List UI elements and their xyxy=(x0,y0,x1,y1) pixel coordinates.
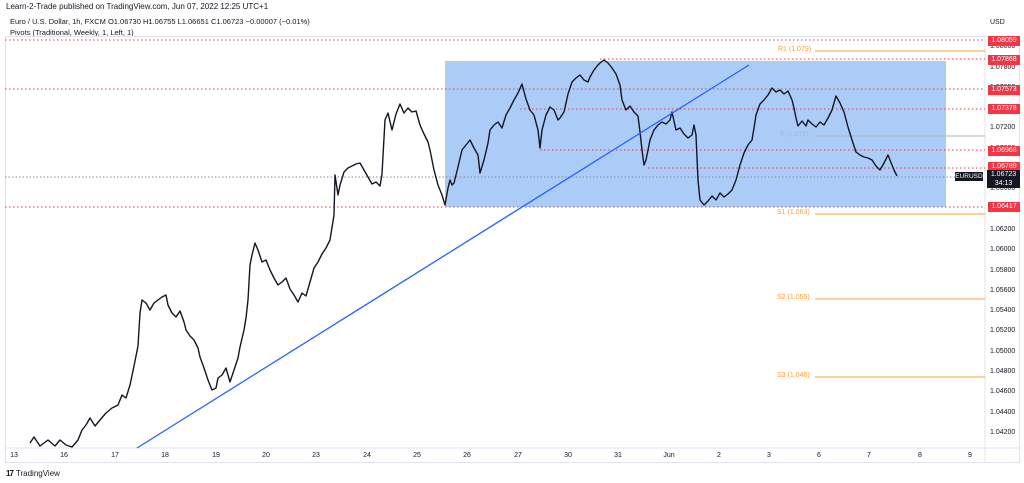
time-tick: 20 xyxy=(262,452,270,459)
time-tick: 17 xyxy=(111,452,119,459)
pivot-lines xyxy=(815,50,985,378)
price-tick: 1.05400 xyxy=(990,307,1016,314)
price-tick: 1.04200 xyxy=(990,429,1016,436)
tradingview-logo-icon: 17 xyxy=(6,469,14,478)
time-tick: 9 xyxy=(968,452,972,459)
time-tick: 26 xyxy=(463,452,471,459)
time-tick: 19 xyxy=(212,452,220,459)
time-tick: 16 xyxy=(60,452,68,459)
price-tick: 1.05000 xyxy=(990,348,1016,355)
time-tick: 27 xyxy=(514,452,522,459)
symbol-ohlc-line[interactable]: Euro / U.S. Dollar, 1h, FXCM O1.06730 H1… xyxy=(10,17,310,26)
price-tick: 1.05600 xyxy=(990,287,1016,294)
price-tick: 1.04800 xyxy=(990,368,1016,375)
time-tick: 8 xyxy=(918,452,922,459)
brand-name: TradingView xyxy=(15,469,60,478)
currency-label: USD xyxy=(990,19,1005,26)
time-tick: Jun xyxy=(663,452,675,459)
time-tick: 24 xyxy=(363,452,371,459)
level-tag: 1.06417 xyxy=(988,202,1020,212)
pivot-s3-label: S3 (1.048) xyxy=(777,372,810,379)
price-tick: 1.06200 xyxy=(990,226,1016,233)
pivot-p-label: P (1.071) xyxy=(780,131,809,138)
trendline xyxy=(136,64,750,449)
price-tick: 1.06600 xyxy=(990,185,1016,192)
level-tag: 1.07868 xyxy=(988,55,1020,65)
price-tick: 1.07200 xyxy=(990,124,1016,131)
time-tick: 31 xyxy=(614,452,622,459)
time-tick: 23 xyxy=(312,452,320,459)
price-tick: 1.07800 xyxy=(990,64,1016,71)
pivot-s2-label: S2 (1.055) xyxy=(777,294,810,301)
time-tick: 13 xyxy=(10,452,18,459)
pivot-s1-label: S1 (1.063) xyxy=(777,209,810,216)
price-tick: 1.04400 xyxy=(990,409,1016,416)
price-tick: 1.06000 xyxy=(990,246,1016,253)
symbol-tag: EURUSD xyxy=(955,172,983,181)
level-tag: 1.07378 xyxy=(988,104,1020,114)
time-tick: 6 xyxy=(817,452,821,459)
price-tick: 1.05800 xyxy=(990,267,1016,274)
time-tick: 25 xyxy=(413,452,421,459)
time-tick: 18 xyxy=(161,452,169,459)
time-tick: 2 xyxy=(717,452,721,459)
chart-frame xyxy=(5,36,1020,463)
level-tag: 1.06968 xyxy=(988,146,1020,156)
pivot-r1-label: R1 (1.079) xyxy=(778,46,812,53)
pivots-indicator-line[interactable]: Pivots (Traditional, Weekly, 1, Left, 1) xyxy=(10,28,134,37)
price-tick: 1.08000 xyxy=(990,43,1016,50)
bar-countdown: 34:13 xyxy=(994,180,1013,187)
level-tag: 1.06789 xyxy=(988,162,1020,172)
time-tick: 7 xyxy=(867,452,871,459)
time-tick: 30 xyxy=(564,452,572,459)
publisher-line: Learn-2-Trade published on TradingView.c… xyxy=(6,2,269,11)
price-tick: 1.05200 xyxy=(990,327,1016,334)
horizontal-levels xyxy=(5,39,985,208)
level-tag: 1.08059 xyxy=(988,36,1020,46)
tradingview-logo[interactable]: 17 TradingView xyxy=(6,469,60,478)
last-price-value: 1.06723 xyxy=(990,171,1017,178)
level-tag: 1.07573 xyxy=(988,85,1020,95)
time-tick: 3 xyxy=(767,452,771,459)
candles xyxy=(29,59,898,448)
price-tick: 1.04600 xyxy=(990,388,1016,395)
last-price-tag: 1.06723 34:13 xyxy=(987,170,1020,188)
chart-legend: Euro / U.S. Dollar, 1h, FXCM O1.06730 H1… xyxy=(10,16,310,38)
